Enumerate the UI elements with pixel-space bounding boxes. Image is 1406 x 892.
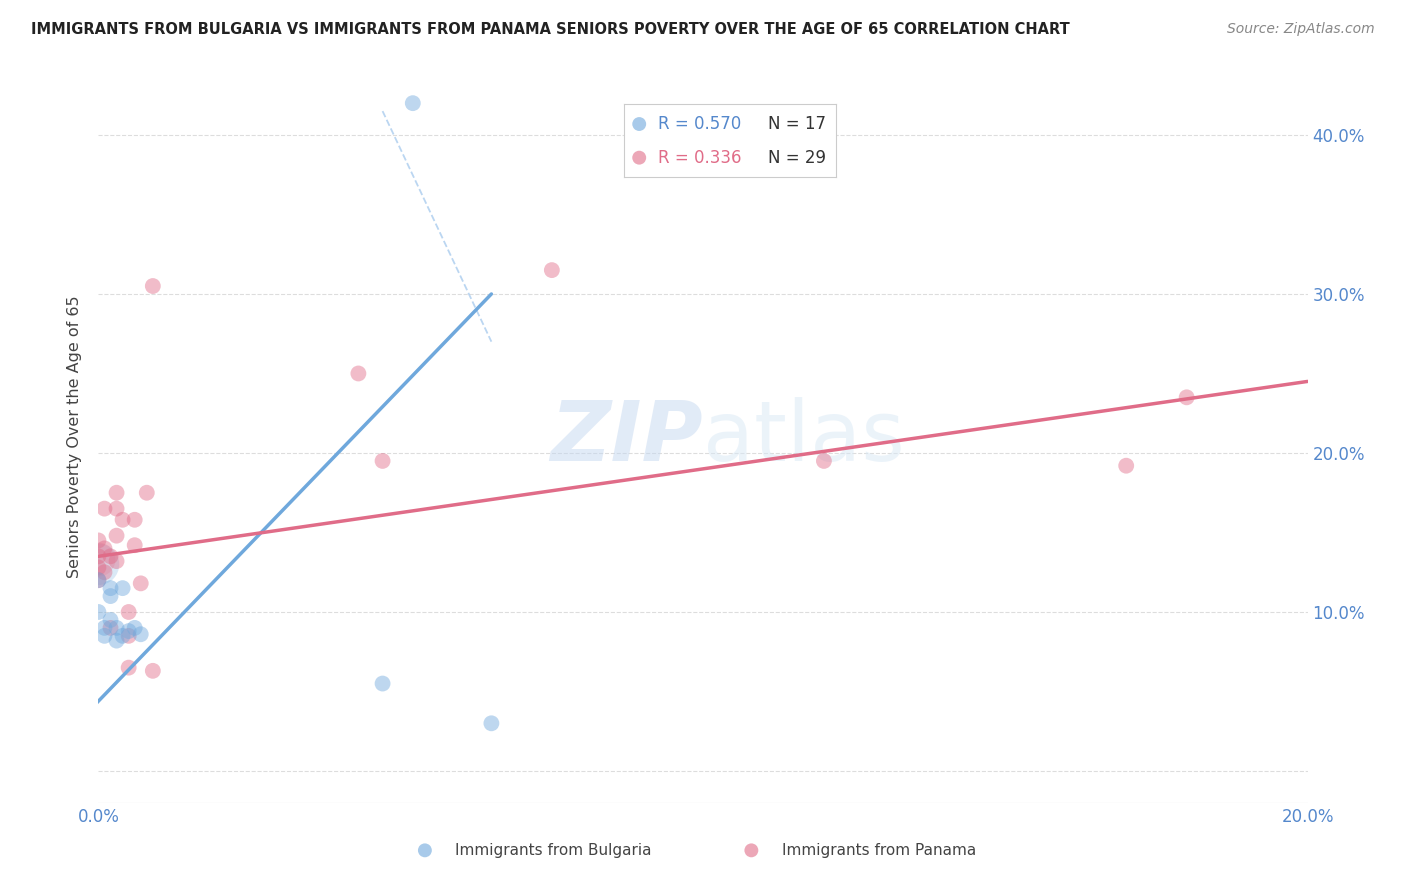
Text: IMMIGRANTS FROM BULGARIA VS IMMIGRANTS FROM PANAMA SENIORS POVERTY OVER THE AGE : IMMIGRANTS FROM BULGARIA VS IMMIGRANTS F…: [31, 22, 1070, 37]
Text: Immigrants from Bulgaria: Immigrants from Bulgaria: [456, 843, 651, 858]
Point: [100, 613, 122, 627]
Point: [105, 633, 128, 648]
Point: [124, 538, 146, 552]
Point: [87, 558, 110, 572]
Point: [129, 627, 152, 641]
Point: [93, 629, 115, 643]
Point: [105, 621, 128, 635]
Point: [124, 621, 146, 635]
Point: [1175, 390, 1198, 404]
Point: [129, 576, 152, 591]
Text: ZIP: ZIP: [550, 397, 703, 477]
Point: [87, 533, 110, 548]
Point: [118, 629, 141, 643]
Point: [87, 560, 110, 574]
Point: [87, 549, 110, 564]
Point: [142, 279, 165, 293]
Point: [111, 629, 134, 643]
Point: [124, 513, 146, 527]
Point: [111, 581, 134, 595]
Point: [105, 554, 128, 568]
Point: [87, 573, 110, 587]
Point: [371, 676, 394, 690]
Point: [105, 485, 128, 500]
Point: [402, 96, 425, 111]
Y-axis label: Seniors Poverty Over the Age of 65: Seniors Poverty Over the Age of 65: [67, 296, 83, 578]
Point: [118, 605, 141, 619]
Point: [111, 513, 134, 527]
Point: [100, 621, 122, 635]
Point: [93, 621, 115, 635]
Text: atlas: atlas: [703, 397, 904, 477]
Point: [1115, 458, 1137, 473]
Point: [135, 485, 157, 500]
Point: [347, 367, 370, 381]
Point: [100, 581, 122, 595]
Point: [93, 566, 115, 580]
Point: [87, 605, 110, 619]
Point: [481, 716, 503, 731]
Point: [87, 552, 110, 566]
Text: Immigrants from Panama: Immigrants from Panama: [782, 843, 976, 858]
Point: [540, 263, 562, 277]
Text: Source: ZipAtlas.com: Source: ZipAtlas.com: [1227, 22, 1375, 37]
Point: [813, 454, 835, 468]
Point: [118, 624, 141, 638]
Point: [371, 454, 394, 468]
Point: [93, 501, 115, 516]
Point: [105, 501, 128, 516]
Point: [118, 660, 141, 674]
Point: [105, 529, 128, 543]
Point: [100, 549, 122, 564]
Point: [142, 664, 165, 678]
Point: [87, 573, 110, 587]
Point: [100, 589, 122, 603]
Point: [93, 541, 115, 556]
